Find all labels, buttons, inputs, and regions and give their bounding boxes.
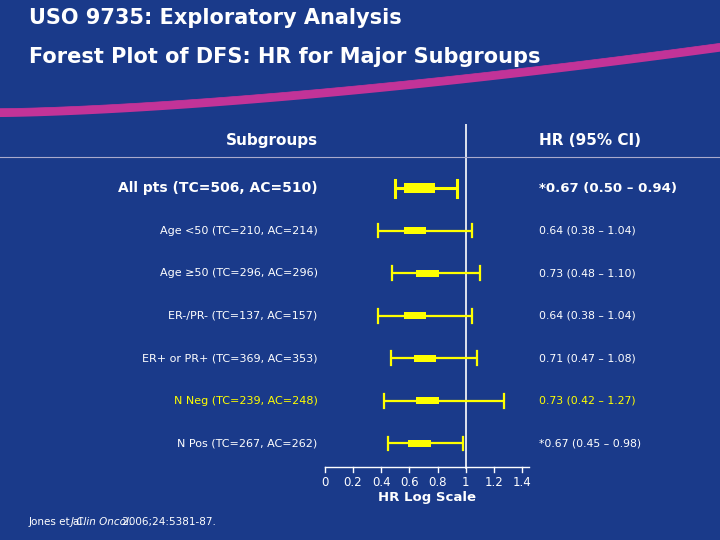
Bar (408, 440, 431, 447)
Text: USO 9735: Exploratory Analysis: USO 9735: Exploratory Analysis (29, 8, 402, 28)
Bar (416, 270, 439, 276)
Text: ER+ or PR+ (TC=369, AC=353): ER+ or PR+ (TC=369, AC=353) (142, 353, 318, 363)
Text: 0.71 (0.47 – 1.08): 0.71 (0.47 – 1.08) (539, 353, 636, 363)
Text: N Pos (TC=267, AC=262): N Pos (TC=267, AC=262) (177, 438, 318, 448)
Text: 0.64 (0.38 – 1.04): 0.64 (0.38 – 1.04) (539, 310, 636, 321)
Text: Age <50 (TC=210, AC=214): Age <50 (TC=210, AC=214) (160, 226, 318, 235)
Text: 1: 1 (462, 476, 469, 489)
Text: J Clin Oncol.: J Clin Oncol. (71, 517, 132, 527)
Text: 0.8: 0.8 (428, 476, 447, 489)
Text: ER-/PR- (TC=137, AC=157): ER-/PR- (TC=137, AC=157) (168, 310, 318, 321)
Bar (404, 184, 435, 193)
Bar (416, 397, 439, 404)
Text: *0.67 (0.45 – 0.98): *0.67 (0.45 – 0.98) (539, 438, 642, 448)
Text: 0.73 (0.42 – 1.27): 0.73 (0.42 – 1.27) (539, 396, 636, 406)
Text: 1.4: 1.4 (513, 476, 532, 489)
Text: All pts (TC=506, AC=510): All pts (TC=506, AC=510) (118, 181, 318, 195)
Text: 0.64 (0.38 – 1.04): 0.64 (0.38 – 1.04) (539, 226, 636, 235)
Text: Jones et al.: Jones et al. (29, 517, 90, 527)
Text: 0.2: 0.2 (343, 476, 362, 489)
Text: 0: 0 (321, 476, 328, 489)
Text: Subgroups: Subgroups (225, 133, 318, 147)
Text: 0.6: 0.6 (400, 476, 419, 489)
Bar (404, 312, 426, 319)
Text: Age ≥50 (TC=296, AC=296): Age ≥50 (TC=296, AC=296) (160, 268, 318, 278)
Text: 1.2: 1.2 (485, 476, 503, 489)
Text: *0.67 (0.50 – 0.94): *0.67 (0.50 – 0.94) (539, 181, 678, 194)
Text: HR (95% CI): HR (95% CI) (539, 133, 642, 147)
Text: N Neg (TC=239, AC=248): N Neg (TC=239, AC=248) (174, 396, 318, 406)
Text: 2006;24:5381-87.: 2006;24:5381-87. (119, 517, 216, 527)
Text: 0.4: 0.4 (372, 476, 390, 489)
Bar (414, 355, 436, 362)
Text: 0.73 (0.48 – 1.10): 0.73 (0.48 – 1.10) (539, 268, 636, 278)
Text: Forest Plot of DFS: HR for Major Subgroups: Forest Plot of DFS: HR for Major Subgrou… (29, 47, 540, 67)
Text: HR Log Scale: HR Log Scale (378, 491, 476, 504)
Bar (404, 227, 426, 234)
